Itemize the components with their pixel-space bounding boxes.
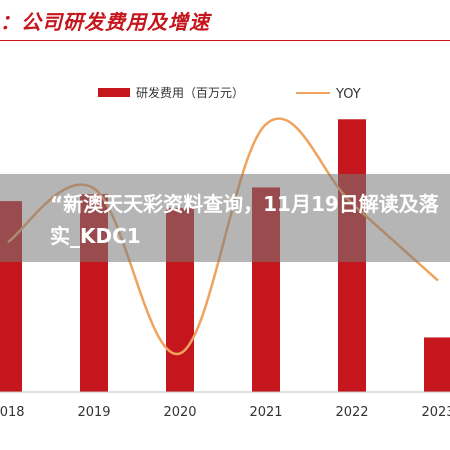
legend-label-bar: 研发费用（百万元） bbox=[136, 85, 244, 100]
x-tick-2020: 2020 bbox=[163, 405, 196, 420]
legend-swatch-bar bbox=[98, 88, 130, 97]
overlay-banner bbox=[0, 174, 450, 262]
bar-2023 bbox=[424, 337, 450, 392]
x-tick-2019: 2019 bbox=[77, 405, 110, 420]
x-tick-2018: 2018 bbox=[0, 405, 25, 420]
x-tick-2022: 2022 bbox=[335, 405, 368, 420]
page-title: ：公司研发费用及增速 bbox=[0, 10, 210, 34]
legend-label-line: YOY bbox=[335, 87, 361, 102]
overlay-headline: “新澳天天彩资料查询，11月19日解读及落实_KDC1 bbox=[50, 192, 439, 248]
x-tick-2021: 2021 bbox=[249, 405, 282, 420]
x-tick-2023: 2023 bbox=[421, 405, 450, 420]
chart-legend: 研发费用（百万元） YOY bbox=[98, 85, 361, 102]
title-divider bbox=[0, 40, 450, 41]
x-axis: 2018 2019 2020 2021 2022 2023 bbox=[0, 391, 450, 420]
